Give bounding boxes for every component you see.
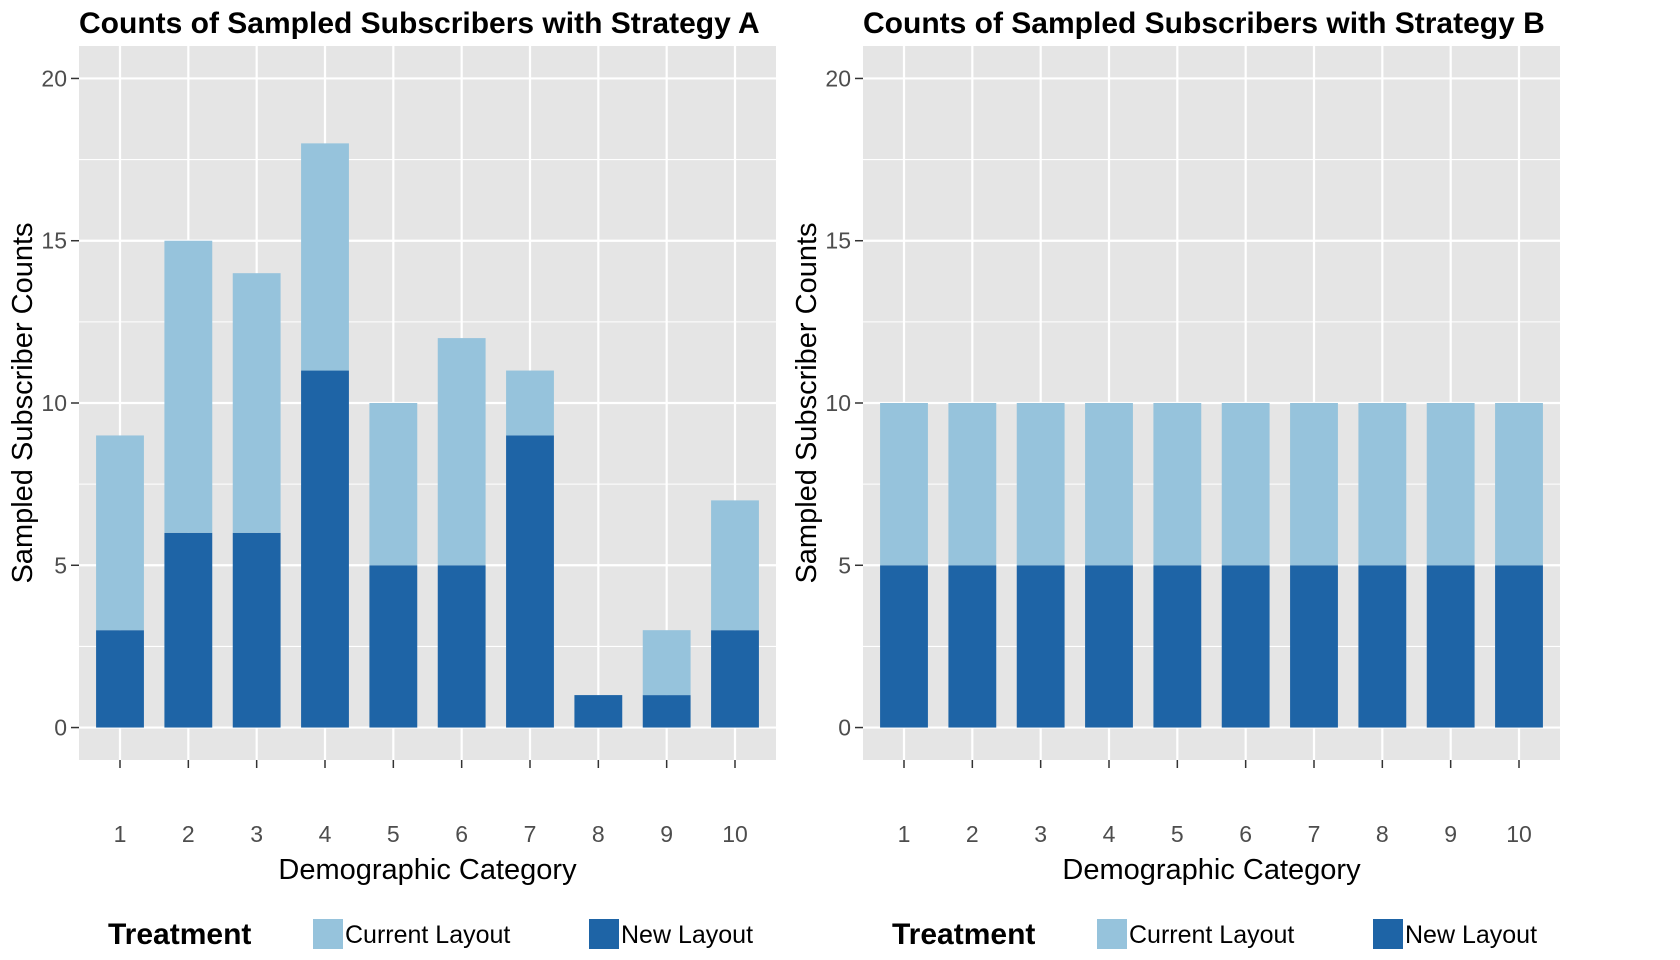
bar-current-layout-cat-1 bbox=[880, 403, 928, 566]
x-axis-title: Demographic Category bbox=[1062, 854, 1361, 886]
y-tick-label: 0 bbox=[838, 715, 851, 741]
legend-title: Treatment bbox=[108, 918, 251, 951]
y-tick-label: 20 bbox=[41, 65, 67, 91]
x-tick-label: 5 bbox=[1171, 821, 1184, 847]
bar-current-layout-cat-9 bbox=[1426, 403, 1475, 566]
bar-new-layout-cat-7 bbox=[506, 435, 554, 728]
x-tick-label: 6 bbox=[455, 821, 468, 847]
bar-new-layout-cat-4 bbox=[1085, 565, 1133, 728]
bar-new-layout-cat-10 bbox=[1495, 565, 1543, 728]
x-tick-label: 9 bbox=[1444, 821, 1457, 847]
bar-new-layout-cat-1 bbox=[96, 630, 144, 728]
bar-new-layout-cat-2 bbox=[164, 532, 213, 728]
chart-panel-1: 0 5 10 15 20 1 2 3 4 5 6 7 8 9 10 Counts of Sampled Sub… bbox=[7, 7, 776, 951]
bar-current-layout-cat-2 bbox=[948, 403, 997, 566]
x-tick-label: 2 bbox=[182, 821, 195, 847]
legend-label-new-layout: New Layout bbox=[621, 921, 753, 949]
chart-title: Counts of Sampled Subscribers with Strat… bbox=[79, 7, 760, 40]
bar-new-layout-cat-4 bbox=[301, 370, 349, 728]
x-tick-label: 10 bbox=[722, 821, 748, 847]
legend-swatch-current-layout bbox=[313, 919, 343, 949]
y-tick-label: 0 bbox=[54, 715, 67, 741]
bar-current-layout-cat-1 bbox=[96, 435, 144, 631]
x-tick-label: 10 bbox=[1506, 821, 1532, 847]
x-tick-label: 9 bbox=[660, 821, 673, 847]
legend-label-current-layout: Current Layout bbox=[345, 921, 510, 949]
chart-title: Counts of Sampled Subscribers with Strat… bbox=[863, 7, 1545, 40]
bar-new-layout-cat-8 bbox=[1358, 565, 1407, 728]
chart-panel-2: 0 5 10 15 20 1 2 3 4 5 6 7 8 9 10 Counts of Sampled Sub… bbox=[791, 7, 1560, 951]
bar-new-layout-cat-8 bbox=[574, 695, 623, 728]
y-tick-label: 15 bbox=[825, 228, 851, 254]
bar-current-layout-cat-3 bbox=[1016, 403, 1065, 566]
x-tick-label: 8 bbox=[1376, 821, 1389, 847]
bar-current-layout-cat-6 bbox=[437, 338, 486, 566]
bar-current-layout-cat-10 bbox=[1495, 403, 1543, 566]
x-tick-label: 1 bbox=[898, 821, 911, 847]
bar-current-layout-cat-4 bbox=[301, 143, 349, 371]
x-tick-label: 3 bbox=[1034, 821, 1047, 847]
bar-current-layout-cat-5 bbox=[369, 403, 418, 566]
bar-new-layout-cat-9 bbox=[642, 695, 691, 728]
bar-current-layout-cat-4 bbox=[1085, 403, 1133, 566]
y-tick-label: 5 bbox=[54, 552, 67, 578]
bar-current-layout-cat-7 bbox=[506, 370, 554, 436]
bar-current-layout-cat-7 bbox=[1290, 403, 1338, 566]
bar-current-layout-cat-5 bbox=[1153, 403, 1202, 566]
bar-current-layout-cat-6 bbox=[1221, 403, 1270, 566]
x-axis-title: Demographic Category bbox=[278, 854, 577, 886]
y-tick-label: 15 bbox=[41, 228, 67, 254]
x-tick-label: 5 bbox=[387, 821, 400, 847]
legend: Treatment Current Layout New Layout bbox=[892, 918, 1537, 951]
x-tick-label: 2 bbox=[966, 821, 979, 847]
bar-new-layout-cat-9 bbox=[1426, 565, 1475, 728]
y-tick-label: 10 bbox=[825, 390, 851, 416]
legend-swatch-current-layout bbox=[1097, 919, 1127, 949]
y-tick-label: 20 bbox=[825, 65, 851, 91]
x-tick-label: 7 bbox=[1308, 821, 1321, 847]
x-tick-label: 3 bbox=[250, 821, 263, 847]
x-tick-label: 4 bbox=[1103, 821, 1116, 847]
legend-label-new-layout: New Layout bbox=[1405, 921, 1537, 949]
bar-current-layout-cat-8 bbox=[1358, 403, 1407, 566]
bar-new-layout-cat-6 bbox=[1221, 565, 1270, 728]
bar-new-layout-cat-5 bbox=[369, 565, 418, 728]
y-axis-title: Sampled Subscriber Counts bbox=[7, 222, 39, 583]
bar-new-layout-cat-7 bbox=[1290, 565, 1338, 728]
bar-current-layout-cat-3 bbox=[232, 273, 281, 533]
x-tick-label: 6 bbox=[1239, 821, 1252, 847]
x-tick-label: 4 bbox=[319, 821, 332, 847]
legend-swatch-new-layout bbox=[589, 919, 619, 949]
bar-new-layout-cat-10 bbox=[711, 630, 759, 728]
legend-swatch-new-layout bbox=[1373, 919, 1403, 949]
x-tick-label: 1 bbox=[114, 821, 127, 847]
bar-new-layout-cat-2 bbox=[948, 565, 997, 728]
x-tick-label: 8 bbox=[592, 821, 605, 847]
bar-current-layout-cat-2 bbox=[164, 240, 213, 533]
legend: Treatment Current Layout New Layout bbox=[108, 918, 753, 951]
legend-label-current-layout: Current Layout bbox=[1129, 921, 1294, 949]
bar-new-layout-cat-6 bbox=[437, 565, 486, 728]
bar-new-layout-cat-3 bbox=[232, 532, 281, 728]
legend-title: Treatment bbox=[892, 918, 1035, 951]
bar-new-layout-cat-3 bbox=[1016, 565, 1065, 728]
bar-new-layout-cat-1 bbox=[880, 565, 928, 728]
bar-new-layout-cat-5 bbox=[1153, 565, 1202, 728]
bar-current-layout-cat-9 bbox=[642, 630, 691, 696]
y-tick-label: 5 bbox=[838, 552, 851, 578]
y-tick-label: 10 bbox=[41, 390, 67, 416]
x-tick-label: 7 bbox=[524, 821, 537, 847]
y-axis-title: Sampled Subscriber Counts bbox=[791, 222, 823, 583]
bar-current-layout-cat-10 bbox=[711, 500, 759, 631]
